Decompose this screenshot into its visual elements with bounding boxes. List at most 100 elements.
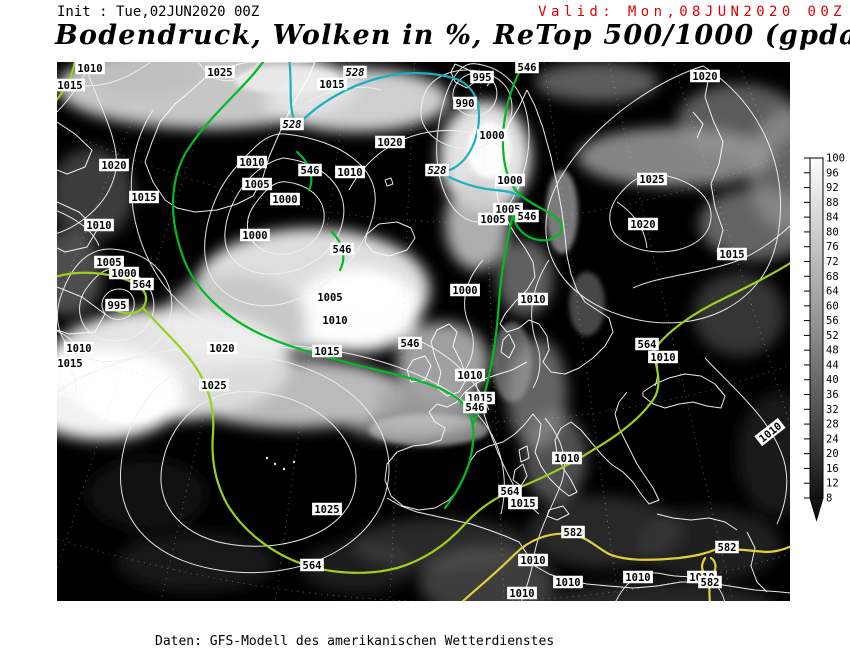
- contour-label-box: [498, 484, 522, 498]
- colorbar-gradient: [809, 157, 824, 499]
- contour-label-box: [57, 78, 85, 92]
- contour-label-text: 582: [701, 577, 720, 589]
- colorbar-tick-label: 56: [826, 315, 839, 327]
- contour-label-box: [470, 70, 494, 84]
- colorbar-tick-label: 36: [826, 389, 839, 401]
- coastline: [57, 121, 93, 175]
- contour-label-box: [635, 337, 659, 351]
- cloud-blob: [82, 62, 202, 96]
- coastline: [656, 513, 738, 531]
- colorbar-tick-label: 68: [826, 271, 839, 283]
- contour-label-text: 1010: [520, 294, 545, 306]
- cloud-blob: [117, 532, 277, 592]
- pressure-label: 1025: [312, 502, 342, 516]
- pressure-label: 1020: [690, 69, 720, 83]
- contour-label-box: [130, 277, 154, 291]
- contour-label-box: [455, 368, 485, 382]
- pressure-label: 1015: [317, 77, 347, 91]
- contour-label-box: [129, 190, 159, 204]
- pressure-label: 1025: [205, 65, 235, 79]
- contour-label-text: 1010: [86, 220, 111, 232]
- contour-label-text: 528: [346, 67, 365, 79]
- contour-label-text: 546: [333, 244, 352, 256]
- contour-label-text: 1020: [101, 160, 126, 172]
- pressure-label: 1010: [507, 586, 537, 600]
- pressure-label: 1020: [628, 217, 658, 231]
- contour-label-text: 1010: [520, 555, 545, 567]
- coastline: [57, 201, 98, 253]
- colorbar-tick-label: 100: [826, 153, 845, 165]
- isobar-1010: [204, 133, 376, 307]
- contour-label-box: [315, 290, 345, 304]
- colorbar-tick-label: 72: [826, 256, 839, 268]
- contour-label-text: 1015: [719, 249, 744, 261]
- contour-label-box: [75, 62, 105, 75]
- contour-label-text: 1020: [692, 71, 717, 83]
- graticule-parallel: [57, 538, 790, 601]
- cloud-blob: [569, 272, 605, 336]
- thickness-label: 528: [425, 163, 449, 177]
- coastlines: [57, 62, 790, 594]
- pressure-label: 1010: [237, 155, 267, 169]
- contour-label-text: 1015: [510, 498, 535, 510]
- contour-label-box: [330, 242, 354, 256]
- isobar-1015: [632, 225, 790, 289]
- contour-label-text: 1010: [555, 577, 580, 589]
- pressure-label: 1010: [84, 218, 114, 232]
- contour-label-text: 1005: [480, 214, 505, 226]
- pressure-label: 1025: [199, 378, 229, 392]
- isobar-1010: [521, 417, 565, 601]
- pressure-label: 1010: [648, 350, 678, 364]
- pressure-label: 1005: [94, 255, 124, 269]
- pressure-label: 1010: [518, 553, 548, 567]
- contour-label-box: [648, 350, 678, 364]
- colorbar-tick-label: 12: [826, 478, 839, 490]
- thickness-label: 582: [698, 575, 722, 589]
- cloud-blob: [445, 178, 509, 270]
- contour-label-box: [320, 313, 350, 327]
- island-dot: [282, 467, 286, 471]
- pressure-label: 1015: [57, 356, 85, 370]
- pressure-label: 1000: [109, 266, 139, 280]
- pressure-label: 1015: [129, 190, 159, 204]
- contour-label-text: 1025: [314, 504, 339, 516]
- contour-label-box: [300, 558, 324, 572]
- contour-label-box: [715, 540, 739, 554]
- contour-label-box: [237, 155, 267, 169]
- cloud-blob: [369, 414, 489, 446]
- colorbar-tick-label: 16: [826, 463, 839, 475]
- thickness-contour-528: [288, 62, 521, 198]
- pressure-label: 1015: [312, 344, 342, 358]
- pressure-label: 1000: [240, 228, 270, 242]
- contour-label-box: [478, 212, 508, 226]
- pressure-label: 1010: [455, 368, 485, 382]
- contour-label-box: [398, 336, 422, 350]
- colorbar-tick-label: 32: [826, 404, 839, 416]
- coastline: [518, 445, 530, 463]
- contour-label-box: [623, 570, 653, 584]
- contour-label-box: [94, 255, 124, 269]
- thickness-contour-582: [461, 532, 790, 601]
- pressure-label: 1010: [552, 451, 582, 465]
- contour-label-box: [57, 356, 85, 370]
- thickness-label: 564: [130, 277, 154, 291]
- contour-label-box: [335, 165, 365, 179]
- island-dot: [273, 462, 277, 466]
- pressure-label: 995: [470, 70, 494, 84]
- contour-label-box: [507, 586, 537, 600]
- coastline: [500, 333, 516, 359]
- pressure-label: 1000: [477, 128, 507, 142]
- pressure-label: 1000: [450, 283, 480, 297]
- pressure-label: 1010: [623, 570, 653, 584]
- coastline: [384, 361, 660, 511]
- isobar-1000: [464, 259, 484, 371]
- contour-label-box: [477, 128, 507, 142]
- pressure-label: 1005: [242, 177, 272, 191]
- colorbar-tick-label: 96: [826, 167, 839, 179]
- contour-label-text: 995: [108, 300, 127, 312]
- contour-label-text: 582: [564, 527, 583, 539]
- pressure-label: 1025: [637, 172, 667, 186]
- isobar-1015: [57, 343, 505, 515]
- pressure-label: 1020: [375, 135, 405, 149]
- cloud-layer-sharp: [83, 66, 605, 446]
